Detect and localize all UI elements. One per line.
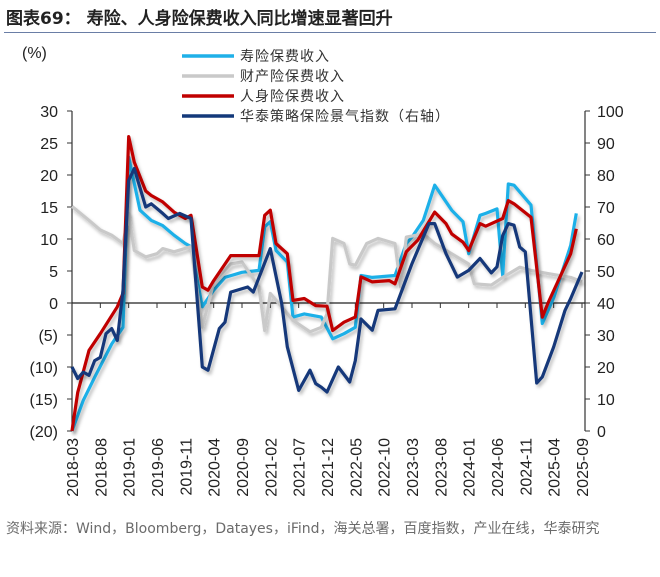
x-tick-label: 2025-04 (547, 438, 564, 497)
x-tick-label: 2021-12 (320, 438, 337, 497)
legend-label: 财产险保费收入 (240, 69, 345, 85)
left-tick-label: (10) (30, 360, 58, 377)
right-tick-label: 70 (597, 200, 615, 217)
left-tick-label: (15) (30, 392, 58, 409)
left-tick-label: 15 (40, 200, 58, 217)
x-tick-label: 2019-01 (122, 438, 139, 497)
x-tick-label: 2020-04 (207, 438, 224, 497)
x-tick-label: 2021-07 (292, 438, 309, 497)
x-tick-label: 2024-06 (490, 438, 507, 497)
legend-label: 人身险保费收入 (240, 89, 345, 105)
left-tick-label: (20) (30, 424, 58, 441)
x-tick-label: 2023-03 (405, 438, 422, 497)
x-tick-label: 2022-10 (377, 438, 394, 497)
left-tick-label: 30 (40, 104, 58, 121)
right-tick-label: 80 (597, 168, 615, 185)
series-line (70, 135, 578, 432)
legend-item: 华泰策略保险景气指数（右轴） (182, 108, 450, 125)
right-tick-label: 40 (597, 296, 615, 313)
right-tick-label: 20 (597, 360, 615, 377)
legend-label: 华泰策略保险景气指数（右轴） (240, 108, 450, 125)
legend-label: 寿险保费收入 (240, 48, 330, 65)
right-tick-label: 10 (597, 392, 615, 409)
title-divider (4, 32, 656, 33)
x-tick-label: 2024-01 (462, 438, 479, 497)
right-tick-label: 90 (597, 136, 615, 153)
right-tick-label: 60 (597, 232, 615, 249)
x-tick-label: 2021-02 (263, 438, 280, 497)
figure-title: 图表69： 寿险、人身险保费收入同比增速显著回升 (6, 9, 393, 29)
left-tick-label: 20 (40, 168, 58, 185)
x-tick-label: 2025-09 (575, 438, 592, 497)
series-line (70, 167, 584, 394)
left-tick-label: 25 (40, 136, 58, 153)
x-tick-label: 2022-05 (348, 438, 365, 497)
x-tick-label: 2024-11 (518, 438, 535, 496)
left-tick-label: 5 (49, 264, 58, 281)
right-tick-label: 100 (597, 104, 624, 121)
legend-item: 财产险保费收入 (182, 69, 345, 85)
x-tick-label: 2020-09 (235, 438, 252, 497)
x-tick-label: 2023-08 (433, 438, 450, 497)
legend-item: 人身险保费收入 (182, 89, 345, 105)
y-unit-label: (%) (22, 45, 47, 62)
right-tick-label: 30 (597, 328, 615, 345)
source-note: 资料来源：Wind，Bloomberg，Datayes，iFind，海关总署，百… (6, 521, 600, 537)
x-tick-label: 2018-08 (93, 438, 110, 497)
x-tick-label: 2019-11 (178, 438, 195, 496)
right-tick-label: 50 (597, 264, 615, 281)
x-tick-label: 2018-03 (65, 438, 82, 497)
x-tick-label: 2019-06 (150, 438, 167, 497)
left-tick-label: (5) (38, 328, 58, 345)
right-tick-label: 0 (597, 424, 606, 441)
series-line (70, 205, 583, 334)
legend-item: 寿险保费收入 (182, 48, 330, 65)
left-tick-label: 0 (49, 296, 58, 313)
left-tick-label: 10 (40, 232, 58, 249)
